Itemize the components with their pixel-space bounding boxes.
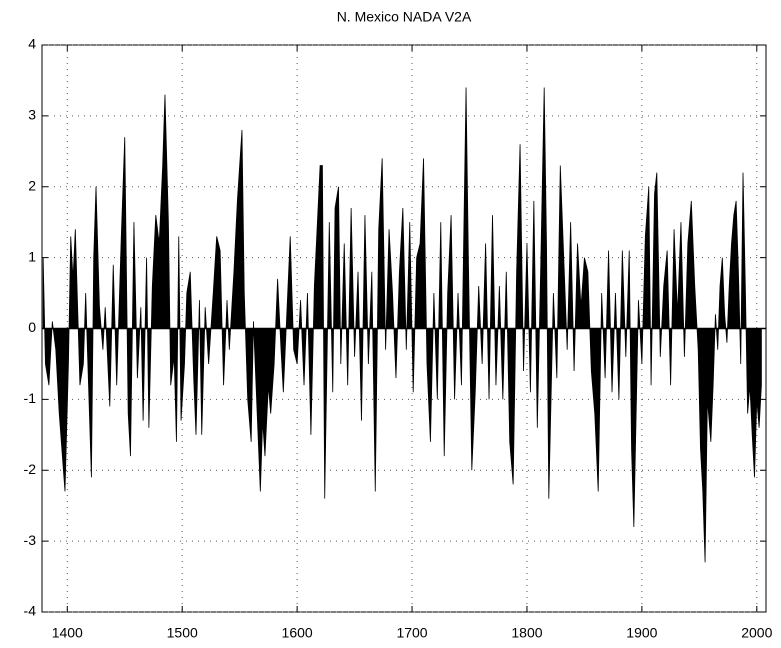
chart-title: N. Mexico NADA V2A [337,9,472,25]
y-tick-label: -4 [24,603,37,619]
x-tick-label: 1800 [511,625,542,641]
area [42,87,762,563]
x-tick-label: 1700 [396,625,427,641]
x-tick-label: 1600 [282,625,313,641]
y-tick-label: 3 [28,107,36,123]
y-tick-label: -3 [24,532,37,548]
x-tick-label: 1400 [52,625,83,641]
y-tick-label: -1 [24,390,37,406]
x-tick-label: 2000 [741,625,772,641]
x-tick-label: 1900 [626,625,657,641]
y-tick-label: 1 [28,248,36,264]
y-tick-label: 2 [28,177,36,193]
y-tick-label: -2 [24,461,37,477]
y-tick-label: 0 [28,319,36,335]
x-tick-label: 1500 [167,625,198,641]
y-tick-label: 4 [28,36,36,52]
